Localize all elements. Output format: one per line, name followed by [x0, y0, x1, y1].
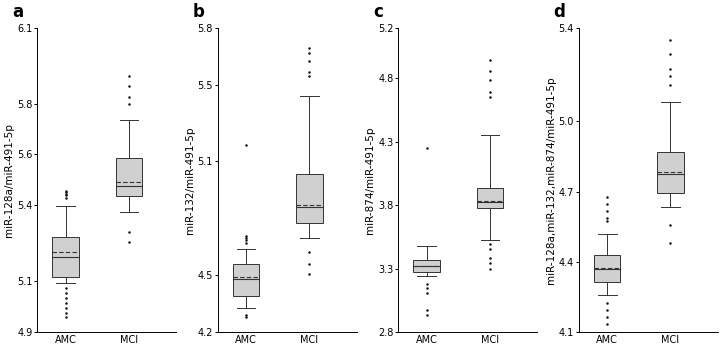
- Text: c: c: [373, 3, 383, 21]
- Text: b: b: [193, 3, 204, 21]
- Bar: [116, 158, 142, 196]
- Bar: [296, 174, 323, 223]
- Y-axis label: miR-132/miR-491-5p: miR-132/miR-491-5p: [185, 126, 194, 233]
- Y-axis label: miR-128a/miR-491-5p: miR-128a/miR-491-5p: [4, 123, 14, 237]
- Y-axis label: miR-874/miR-491-5p: miR-874/miR-491-5p: [365, 126, 375, 233]
- Bar: [233, 265, 259, 296]
- Text: d: d: [554, 3, 565, 21]
- Bar: [657, 152, 684, 193]
- Text: a: a: [12, 3, 23, 21]
- Bar: [477, 188, 503, 208]
- Bar: [414, 260, 440, 272]
- Y-axis label: miR-128a,miR-132,miR-874/miR-491-5p: miR-128a,miR-132,miR-874/miR-491-5p: [546, 76, 556, 284]
- Bar: [53, 237, 79, 277]
- Bar: [594, 255, 620, 282]
